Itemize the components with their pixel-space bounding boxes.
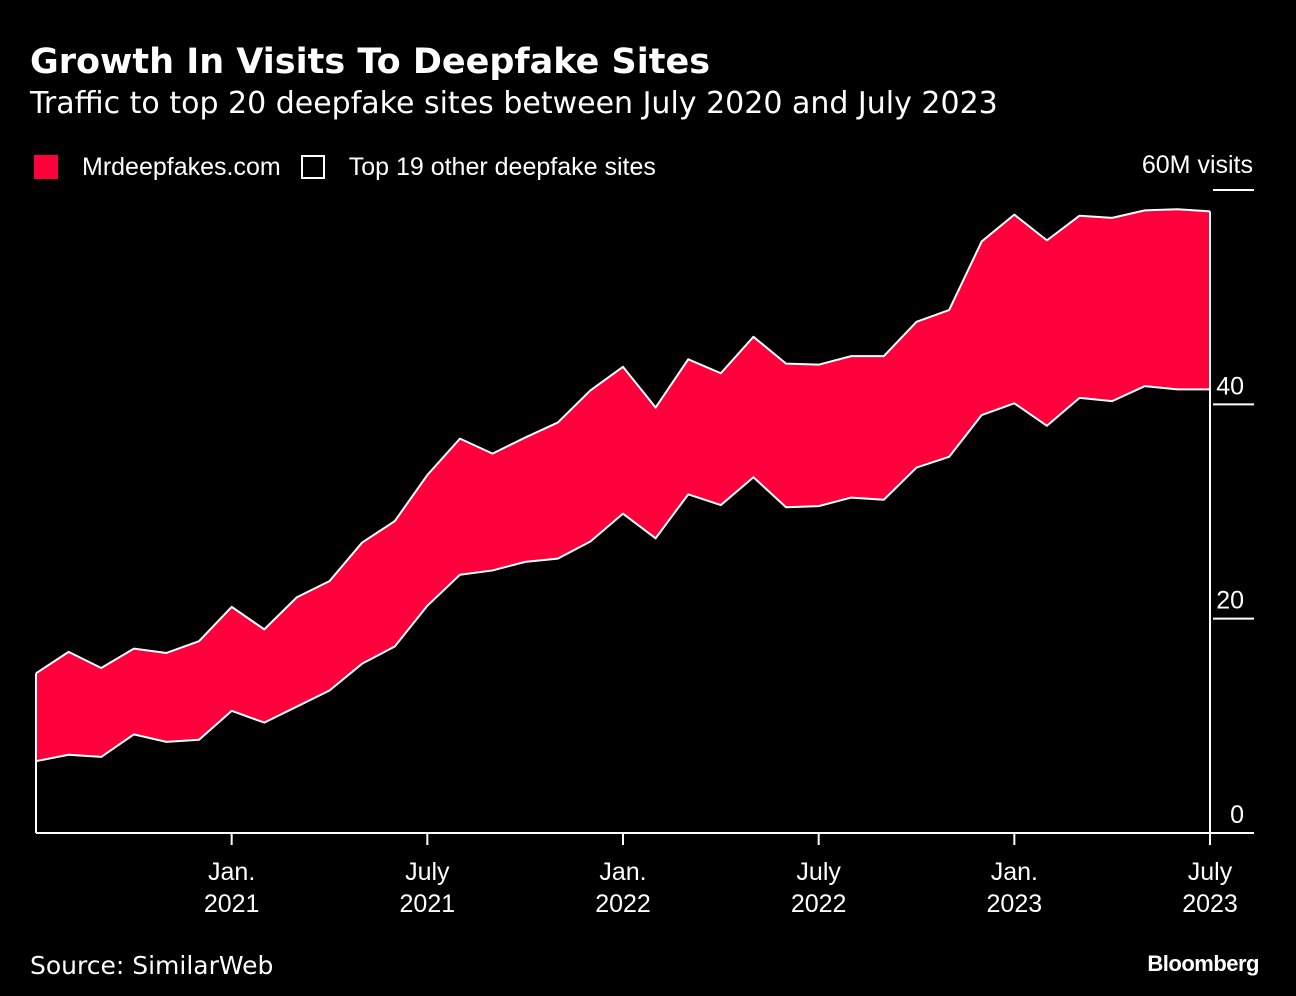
x-tick-label-month-2022-01: Jan. [599, 858, 646, 886]
legend-label-other-sites: Top 19 other deepfake sites [348, 153, 656, 181]
line-other-sites [35, 385, 1210, 763]
x-tick-label-month-2021-07: July [405, 858, 450, 886]
x-tick-label-month-2023-07: July [1188, 858, 1233, 886]
bloomberg-logo: Bloomberg [1147, 951, 1259, 976]
legend-swatch-mrdeepfakes [34, 155, 58, 179]
y-tick-label-20: 20 [1216, 587, 1244, 615]
chart-title: Growth In Visits To Deepfake Sites [30, 42, 711, 82]
legend-item-mrdeepfakes: Mrdeepfakes.com [34, 150, 281, 184]
area-other-sites [36, 386, 1210, 833]
y-tick-label-0: 0 [1230, 801, 1244, 829]
x-tick-label-month-2022-07: July [796, 858, 841, 886]
legend-swatch-other-sites [300, 155, 325, 179]
x-tick-label-year-2022-01: 2022 [595, 890, 651, 918]
source-note: Source: SimilarWeb [30, 951, 274, 980]
y-axis-unit-label: 60M visits [1141, 151, 1253, 179]
legend: Mrdeepfakes.com Top 19 other deepfake si… [34, 150, 676, 184]
area-mrdeepfakes [36, 209, 1210, 762]
legend-item-other-sites: Top 19 other deepfake sites [300, 150, 656, 184]
x-tick-label-year-2021-01: 2021 [204, 890, 260, 918]
x-tick-label-month-2023-01: Jan. [991, 858, 1038, 886]
y-tick-label-40: 40 [1216, 372, 1244, 400]
line-total [35, 208, 1211, 675]
x-tick-label-year-2023-07: 2023 [1182, 890, 1238, 918]
x-tick-label-year-2021-07: 2021 [400, 890, 456, 918]
legend-label-mrdeepfakes: Mrdeepfakes.com [82, 153, 281, 181]
x-tick-label-year-2022-07: 2022 [791, 890, 847, 918]
x-tick-label-month-2021-01: Jan. [208, 858, 255, 886]
x-tick-label-year-2023-01: 2023 [987, 890, 1043, 918]
chart-subtitle: Traffic to top 20 deepfake sites between… [30, 86, 998, 121]
